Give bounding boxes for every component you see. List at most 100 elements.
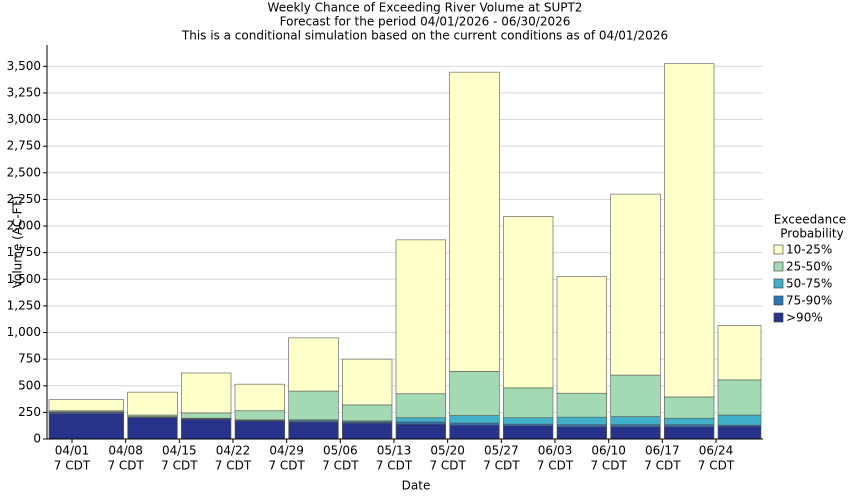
bar-segment — [664, 417, 715, 425]
bar-segment — [127, 391, 178, 416]
y-tick-label: 2,500 — [7, 165, 41, 179]
legend-label: 75-90% — [786, 294, 832, 308]
legend-label: 10-25% — [786, 243, 832, 257]
bar-segment — [449, 71, 500, 372]
x-tick-label: 7 CDT — [537, 459, 574, 473]
x-tick-label: 04/29 — [269, 444, 304, 458]
bar-segment — [395, 423, 446, 440]
chart-title: Weekly Chance of Exceeding River Volume … — [268, 1, 583, 15]
y-tick-label: 1,500 — [7, 272, 41, 286]
y-tick-label: 500 — [18, 378, 41, 392]
y-tick-label: 3,250 — [7, 85, 41, 99]
legend-label: 50-75% — [786, 277, 832, 291]
bar-segment — [181, 418, 232, 440]
legend-title: Exceedance — [774, 213, 846, 227]
bar-segment — [449, 422, 500, 426]
bar-segment — [610, 426, 661, 440]
chart-subtitle: Forecast for the period 04/01/2026 - 06/… — [280, 15, 571, 29]
bar-segment — [288, 421, 339, 440]
x-tick-label: 04/22 — [216, 444, 251, 458]
legend-label: >90% — [786, 311, 823, 325]
x-tick-label: 7 CDT — [268, 459, 305, 473]
bar-segment — [395, 393, 446, 419]
x-tick-label: 7 CDT — [376, 459, 413, 473]
bar-segment — [181, 372, 232, 414]
x-axis-label: Date — [402, 479, 431, 493]
y-tick-label: 3,000 — [7, 112, 41, 126]
bar-segment — [342, 422, 393, 440]
y-tick-label: 750 — [18, 352, 41, 366]
y-tick-label: 1,750 — [7, 245, 41, 259]
y-tick-label: 2,750 — [7, 139, 41, 153]
x-tick-label: 04/15 — [162, 444, 197, 458]
x-tick-label: 04/08 — [108, 444, 143, 458]
legend-swatch — [773, 312, 784, 323]
y-tick-label: 2,250 — [7, 192, 41, 206]
bar-segment — [234, 420, 285, 440]
y-tick-label: 1,000 — [7, 325, 41, 339]
x-tick-label: 06/24 — [699, 444, 734, 458]
bar-segment — [717, 425, 762, 440]
bar-segment — [556, 392, 607, 418]
bar-segment — [181, 412, 232, 419]
x-tick-label: 7 CDT — [322, 459, 359, 473]
x-tick-label: 7 CDT — [590, 459, 627, 473]
bar-segment — [610, 374, 661, 417]
bar-segment — [503, 425, 554, 440]
y-tick-label: 3,500 — [7, 59, 41, 73]
bar-segment — [503, 387, 554, 419]
bar-segment — [664, 63, 715, 398]
x-tick-label: 7 CDT — [698, 459, 735, 473]
bar-segment — [503, 216, 554, 389]
chart-subtitle: This is a conditional simulation based o… — [181, 29, 668, 43]
legend-label: 25-50% — [786, 260, 832, 274]
bar-segment — [664, 426, 715, 440]
bar-segment — [127, 417, 178, 440]
bar-segment — [610, 416, 661, 425]
bar-segment — [717, 379, 762, 416]
legend-title: Probability — [780, 227, 843, 241]
bar-segment — [395, 421, 446, 425]
bar-segment — [503, 417, 554, 425]
legend-swatch — [773, 244, 784, 255]
x-tick-label: 7 CDT — [429, 459, 466, 473]
x-tick-label: 05/13 — [377, 444, 412, 458]
bar-segment — [664, 396, 715, 419]
bar-segment — [449, 415, 500, 424]
bar-segment — [556, 276, 607, 394]
bar-segment — [342, 358, 393, 406]
bar-segment — [610, 424, 661, 428]
y-tick-label: 0 — [33, 432, 41, 446]
x-tick-label: 7 CDT — [215, 459, 252, 473]
bar-segment — [288, 337, 339, 392]
y-tick-label: 250 — [18, 405, 41, 419]
x-tick-label: 06/17 — [645, 444, 680, 458]
bar-segment — [342, 404, 393, 422]
x-tick-label: 7 CDT — [483, 459, 520, 473]
bar-segment — [556, 424, 607, 428]
y-tick-label: 1,250 — [7, 298, 41, 312]
bar-segment — [288, 390, 339, 421]
x-tick-label: 7 CDT — [107, 459, 144, 473]
bar-segment — [610, 193, 661, 376]
x-tick-label: 06/10 — [591, 444, 626, 458]
bar-segment — [717, 414, 762, 426]
bar-segment — [395, 239, 446, 395]
bar-segment — [449, 424, 500, 440]
bar-segment — [556, 416, 607, 425]
x-tick-label: 05/27 — [484, 444, 519, 458]
bar-segment — [449, 371, 500, 416]
bar-segment — [556, 426, 607, 440]
y-tick-label: 2,000 — [7, 219, 41, 233]
y-axis-label: Volume (AC-FT) — [11, 196, 25, 289]
x-tick-label: 05/06 — [323, 444, 358, 458]
bar-segment — [48, 413, 124, 440]
bar-segment — [234, 383, 285, 412]
x-tick-label: 7 CDT — [54, 459, 91, 473]
x-tick-label: 05/20 — [430, 444, 465, 458]
x-tick-label: 06/03 — [538, 444, 573, 458]
bar-segment — [234, 410, 285, 421]
x-tick-label: 04/01 — [55, 444, 90, 458]
bar-segment — [395, 417, 446, 423]
